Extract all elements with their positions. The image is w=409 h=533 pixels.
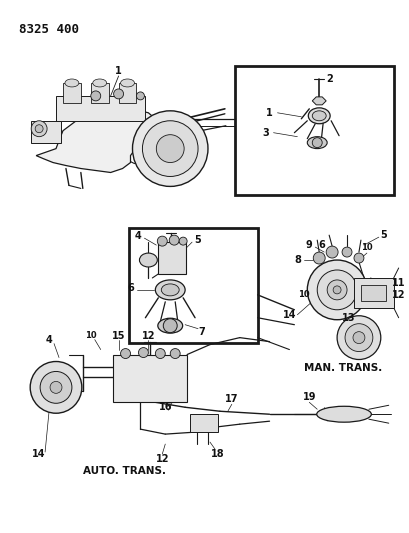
- Text: 5: 5: [194, 235, 201, 245]
- Ellipse shape: [316, 406, 371, 422]
- Bar: [90, 83, 108, 103]
- Circle shape: [30, 361, 82, 413]
- Ellipse shape: [157, 318, 182, 333]
- Text: 10: 10: [298, 290, 309, 300]
- Bar: [128, 228, 257, 343]
- Bar: [112, 354, 187, 402]
- Text: 6: 6: [318, 240, 325, 250]
- Circle shape: [136, 92, 144, 100]
- Text: 5: 5: [380, 230, 386, 240]
- Circle shape: [341, 247, 351, 257]
- Bar: [158, 242, 186, 274]
- Text: 10: 10: [85, 331, 97, 340]
- Text: 1: 1: [115, 66, 121, 76]
- Bar: [234, 66, 393, 196]
- Circle shape: [163, 319, 177, 333]
- Ellipse shape: [155, 280, 185, 300]
- Circle shape: [336, 316, 380, 360]
- Text: 14: 14: [32, 449, 46, 459]
- Circle shape: [353, 253, 363, 263]
- Text: 4: 4: [45, 335, 52, 345]
- Circle shape: [179, 237, 187, 245]
- Circle shape: [132, 111, 207, 187]
- Text: 8: 8: [293, 255, 300, 265]
- Text: 14: 14: [282, 310, 295, 320]
- Circle shape: [40, 372, 72, 403]
- Bar: [31, 121, 61, 143]
- Text: 12: 12: [141, 330, 155, 341]
- Text: 8325 400: 8325 400: [19, 23, 79, 36]
- Circle shape: [142, 121, 198, 176]
- Circle shape: [113, 89, 123, 99]
- Ellipse shape: [92, 79, 106, 87]
- Ellipse shape: [139, 253, 157, 267]
- Circle shape: [50, 382, 62, 393]
- Ellipse shape: [161, 284, 179, 296]
- Circle shape: [326, 246, 337, 258]
- Text: 12: 12: [391, 290, 405, 300]
- Circle shape: [317, 270, 356, 310]
- Text: AUTO. TRANS.: AUTO. TRANS.: [83, 466, 165, 476]
- Circle shape: [90, 91, 101, 101]
- Text: 17: 17: [225, 394, 238, 405]
- Text: 13: 13: [342, 313, 355, 323]
- Circle shape: [120, 349, 130, 359]
- Text: 12: 12: [155, 454, 169, 464]
- Text: 7: 7: [198, 327, 205, 337]
- Ellipse shape: [312, 111, 326, 121]
- Text: 1: 1: [265, 108, 272, 118]
- Circle shape: [307, 260, 366, 320]
- Circle shape: [312, 252, 324, 264]
- Bar: [63, 83, 81, 103]
- Ellipse shape: [308, 108, 329, 124]
- Circle shape: [156, 135, 184, 163]
- Ellipse shape: [307, 136, 326, 149]
- Text: 9: 9: [305, 240, 312, 250]
- Circle shape: [35, 125, 43, 133]
- Bar: [190, 414, 217, 432]
- Circle shape: [344, 324, 372, 352]
- Circle shape: [170, 349, 180, 359]
- Text: 19: 19: [302, 392, 315, 402]
- Text: 10: 10: [360, 243, 372, 252]
- Circle shape: [155, 349, 165, 359]
- Text: 15: 15: [112, 330, 125, 341]
- Text: 3: 3: [262, 128, 268, 138]
- Circle shape: [157, 236, 167, 246]
- Circle shape: [169, 235, 179, 245]
- Circle shape: [352, 332, 364, 344]
- Text: 16: 16: [158, 402, 172, 412]
- Text: MAN. TRANS.: MAN. TRANS.: [303, 364, 382, 374]
- Text: 4: 4: [135, 231, 142, 241]
- Polygon shape: [312, 97, 326, 105]
- Bar: [353, 278, 393, 308]
- Circle shape: [333, 286, 340, 294]
- Circle shape: [326, 280, 346, 300]
- Text: 11: 11: [391, 278, 405, 288]
- Ellipse shape: [65, 79, 79, 87]
- Bar: [360, 285, 385, 301]
- Circle shape: [31, 121, 47, 136]
- Polygon shape: [36, 109, 160, 173]
- Circle shape: [312, 138, 321, 148]
- Bar: [118, 83, 136, 103]
- Ellipse shape: [120, 79, 134, 87]
- Text: 18: 18: [211, 449, 224, 459]
- Text: 6: 6: [127, 283, 134, 293]
- Bar: [56, 96, 145, 121]
- Circle shape: [138, 348, 148, 358]
- Text: 2: 2: [325, 74, 332, 84]
